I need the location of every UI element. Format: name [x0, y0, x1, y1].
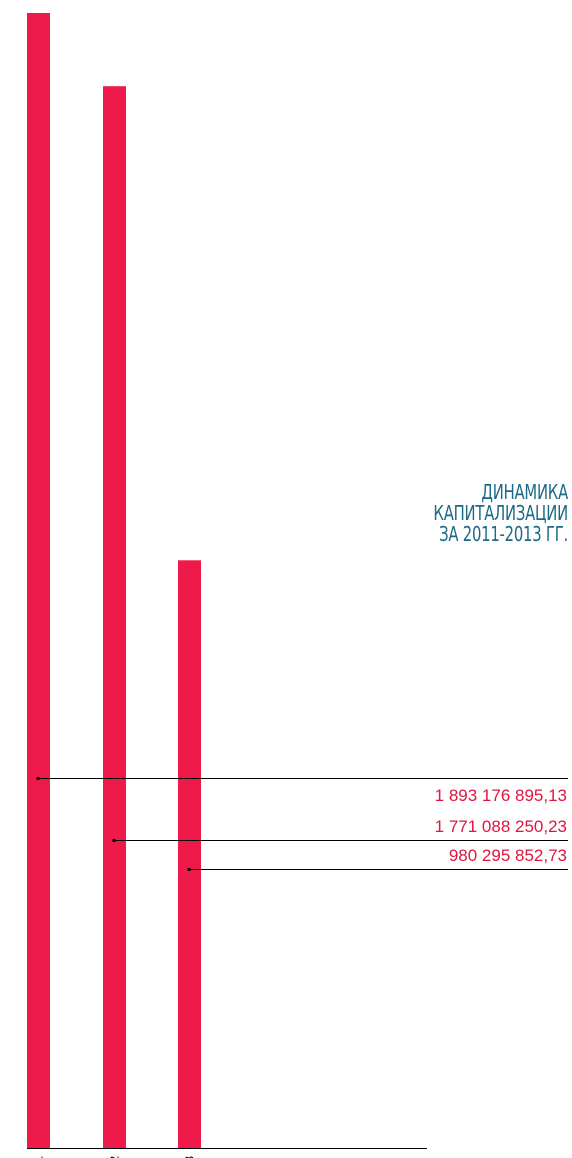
bar-2012 [103, 86, 126, 1149]
leader-dot-2013 [187, 868, 191, 871]
chart-title-line-1: ДИНАМИКА [481, 480, 568, 504]
value-label-2011: 1 893 176 895,13 [435, 786, 567, 805]
leader-dot-2012 [112, 839, 116, 842]
bar-2013 [178, 560, 201, 1148]
leader-dot-2011 [36, 777, 40, 780]
chart-title-line-2: КАПИТАЛИЗАЦИИ [433, 501, 568, 525]
value-label-2013: 980 295 852,73 [449, 846, 567, 865]
chart-title-line-3: ЗА 2011-2013 ГГ. [439, 522, 568, 546]
x-tick-label-2013: 2013 [183, 1156, 197, 1158]
chart-title: ДИНАМИКА КАПИТАЛИЗАЦИИ ЗА 2011-2013 ГГ. [390, 482, 568, 545]
x-tick-label-2011: 2011 [32, 1156, 46, 1158]
bar-2011 [27, 13, 50, 1148]
x-tick-label-2012: 2012 [108, 1156, 122, 1158]
value-label-2012: 1 771 088 250,23 [435, 817, 567, 836]
